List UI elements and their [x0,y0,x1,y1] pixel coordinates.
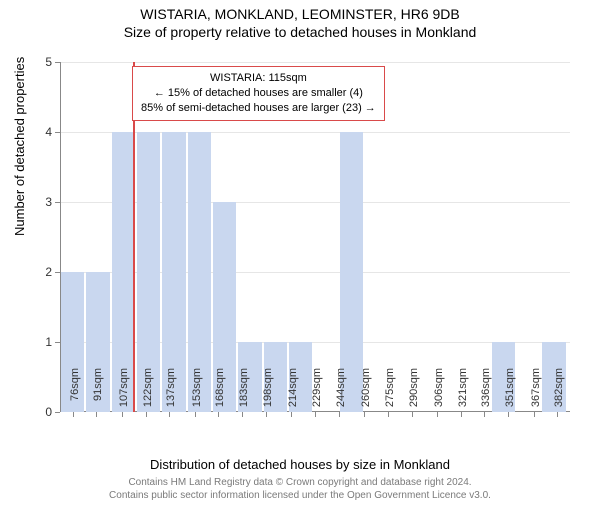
legend-line1: WISTARIA: 115sqm [141,71,376,86]
footer-attribution: Contains HM Land Registry data © Crown c… [0,476,600,502]
footer-line1: Contains HM Land Registry data © Crown c… [0,476,600,489]
x-tick-label: 91sqm [92,368,104,418]
x-tick-label: 229sqm [311,368,323,418]
legend-line2: ← 15% of detached houses are smaller (4) [141,86,376,101]
x-tick-label: 137sqm [165,368,177,418]
x-tick-label: 122sqm [142,368,154,418]
legend-box: WISTARIA: 115sqm← 15% of detached houses… [132,66,385,121]
y-tick-label: 5 [45,55,60,69]
x-tick-label: 290sqm [408,368,420,418]
x-tick-label: 382sqm [553,368,565,418]
x-tick-label: 351sqm [504,368,516,418]
y-tick-label: 2 [45,265,60,279]
x-tick-label: 168sqm [214,368,226,418]
x-tick-label: 76sqm [69,368,81,418]
x-tick-label: 336sqm [480,368,492,418]
x-tick-label: 321sqm [457,368,469,418]
x-tick-label: 275sqm [384,368,396,418]
x-tick-label: 214sqm [287,368,299,418]
x-tick-label: 260sqm [360,368,372,418]
legend-line3: 85% of semi-detached houses are larger (… [141,101,376,116]
x-tick-label: 198sqm [262,368,274,418]
y-axis-label: Number of detached properties [12,57,27,236]
y-tick-label: 1 [45,335,60,349]
x-tick-label: 306sqm [433,368,445,418]
x-tick-label: 153sqm [191,368,203,418]
footer-line2: Contains public sector information licen… [0,489,600,502]
y-tick-label: 3 [45,195,60,209]
x-tick-label: 244sqm [335,368,347,418]
gridline [60,62,570,63]
page-title-line1: WISTARIA, MONKLAND, LEOMINSTER, HR6 9DB [0,6,600,22]
x-axis-label: Distribution of detached houses by size … [0,457,600,472]
x-tick-label: 183sqm [238,368,250,418]
y-tick-label: 0 [45,405,60,419]
x-tick-label: 367sqm [530,368,542,418]
chart-plot-area: 01234576sqm91sqm107sqm122sqm137sqm153sqm… [60,62,570,412]
y-tick-label: 4 [45,125,60,139]
page-title-line2: Size of property relative to detached ho… [0,24,600,40]
x-tick-label: 107sqm [118,368,130,418]
